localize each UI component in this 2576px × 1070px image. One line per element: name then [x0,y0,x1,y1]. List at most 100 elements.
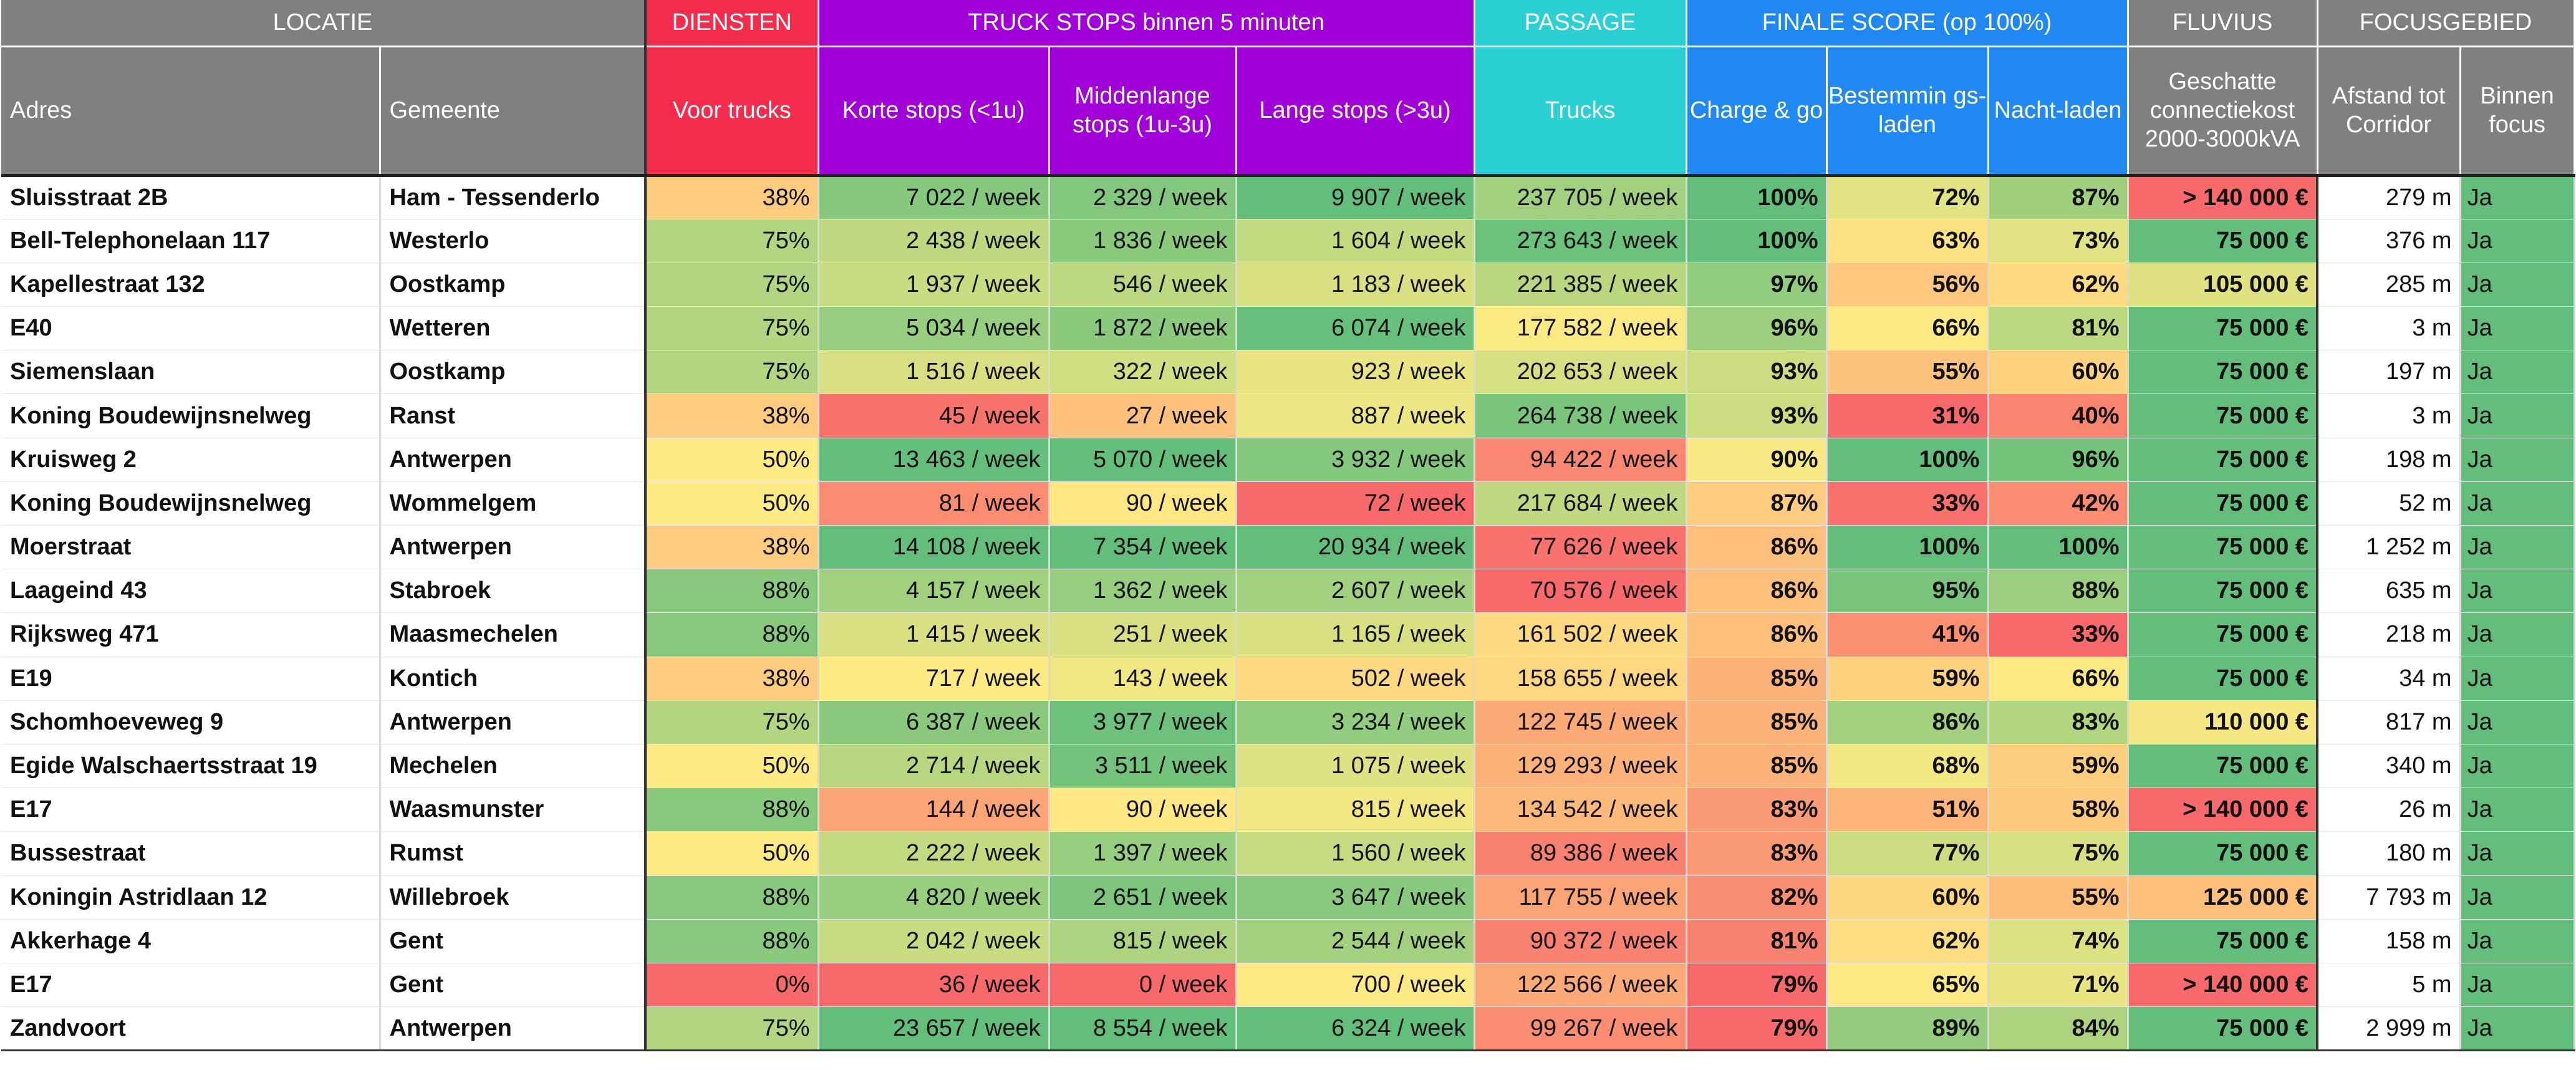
cell-voor-trucks: 38% [645,393,819,438]
cell-voor-trucks: 50% [645,481,819,526]
group-header-diensten: DIENSTEN [645,0,819,47]
cell-bestemmingsladen: 95% [1826,569,1989,614]
cell-gemeente: Maasmechelen [380,612,647,657]
cell-connectiekost: 75 000 € [2128,1006,2319,1052]
cell-nachtladen: 40% [1988,393,2129,438]
cell-connectiekost: 75 000 € [2128,219,2319,263]
cell-bestemmingsladen: 33% [1826,481,1989,526]
cell-trucks: 90 372 / week [1474,919,1687,963]
cell-middenlange-stops: 322 / week [1049,350,1237,395]
column-header-korte-stops: Korte stops (<1u) [818,46,1050,175]
cell-connectiekost: 75 000 € [2128,525,2319,570]
cell-adres: Siemenslaan [1,350,381,395]
cell-afstand: 376 m [2317,219,2461,263]
cell-voor-trucks: 88% [645,612,819,657]
cell-binnen-focus: Ja [2460,612,2575,657]
cell-voor-trucks: 88% [645,919,819,963]
table-row: Bell-Telephonelaan 117 Westerlo 75% 2 438 /… [1,219,2575,263]
cell-trucks: 264 738 / week [1474,393,1687,438]
cell-binnen-focus: Ja [2460,700,2575,745]
cell-middenlange-stops: 251 / week [1049,612,1237,657]
cell-trucks: 273 643 / week [1474,219,1687,263]
cell-lange-stops: 2 607 / week [1236,569,1475,614]
cell-nachtladen: 73% [1988,219,2129,263]
cell-lange-stops: 815 / week [1236,788,1475,832]
cell-gemeente: Wetteren [380,306,647,351]
cell-bestemmingsladen: 31% [1826,393,1989,438]
cell-connectiekost: > 140 000 € [2128,788,2319,832]
cell-korte-stops: 2 222 / week [818,831,1050,876]
cell-voor-trucks: 88% [645,569,819,614]
cell-voor-trucks: 75% [645,219,819,263]
cell-charge-go: 93% [1686,350,1828,395]
cell-korte-stops: 36 / week [818,963,1050,1008]
cell-adres: Schomhoeveweg 9 [1,700,381,745]
column-header-trucks: Trucks [1474,46,1687,175]
table-row: Kapellestraat 132 Oostkamp 75% 1 937 / week… [1,263,2575,307]
cell-voor-trucks: 38% [645,525,819,570]
table-row: Egide Walschaertsstraat 19 Mechelen 50% 2 7… [1,744,2575,789]
cell-afstand: 7 793 m [2317,875,2461,920]
cell-nachtladen: 62% [1988,263,2129,307]
cell-trucks: 77 626 / week [1474,525,1687,570]
cell-korte-stops: 81 / week [818,481,1050,526]
cell-bestemmingsladen: 77% [1826,831,1989,876]
column-header-lange-stops: Lange stops (>3u) [1236,46,1475,175]
cell-connectiekost: > 140 000 € [2128,963,2319,1008]
cell-trucks: 217 684 / week [1474,481,1687,526]
cell-adres: Sluisstraat 2B [1,175,381,219]
column-header-adres: Adres [1,46,381,175]
cell-lange-stops: 3 932 / week [1236,438,1475,482]
cell-middenlange-stops: 143 / week [1049,657,1237,701]
cell-afstand: 158 m [2317,919,2461,963]
cell-charge-go: 81% [1686,919,1828,963]
cell-middenlange-stops: 5 070 / week [1049,438,1237,482]
cell-middenlange-stops: 0 / week [1049,963,1237,1008]
cell-connectiekost: 75 000 € [2128,919,2319,963]
cell-bestemmingsladen: 55% [1826,350,1989,395]
cell-bestemmingsladen: 72% [1826,175,1989,219]
table-row: Zandvoort Antwerpen 75% 23 657 / week 8 554 … [1,1006,2575,1052]
cell-gemeente: Willebroek [380,875,647,920]
table-row: E17 Waasmunster 88% 144 / week 90 / week 815 … [1,788,2575,832]
cell-gemeente: Ranst [380,393,647,438]
cell-bestemmingsladen: 59% [1826,657,1989,701]
cell-trucks: 237 705 / week [1474,175,1687,219]
cell-gemeente: Waasmunster [380,788,647,832]
cell-binnen-focus: Ja [2460,831,2575,876]
cell-connectiekost: 75 000 € [2128,744,2319,789]
cell-lange-stops: 6 324 / week [1236,1006,1475,1052]
cell-voor-trucks: 75% [645,263,819,307]
cell-connectiekost: 75 000 € [2128,612,2319,657]
table-row: Bussestraat Rumst 50% 2 222 / week 1 397 / w… [1,831,2575,876]
table-row: Schomhoeveweg 9 Antwerpen 75% 6 387 / week 3… [1,700,2575,745]
cell-lange-stops: 1 183 / week [1236,263,1475,307]
cell-afstand: 5 m [2317,963,2461,1008]
cell-gemeente: Gent [380,963,647,1008]
cell-nachtladen: 66% [1988,657,2129,701]
cell-nachtladen: 33% [1988,612,2129,657]
cell-binnen-focus: Ja [2460,393,2575,438]
cell-connectiekost: 75 000 € [2128,438,2319,482]
cell-binnen-focus: Ja [2460,263,2575,307]
cell-nachtladen: 42% [1988,481,2129,526]
cell-adres: Koning Boudewijnsnelweg [1,393,381,438]
cell-trucks: 202 653 / week [1474,350,1687,395]
cell-middenlange-stops: 1 872 / week [1049,306,1237,351]
cell-gemeente: Antwerpen [380,1006,647,1052]
cell-nachtladen: 83% [1988,700,2129,745]
cell-charge-go: 85% [1686,700,1828,745]
cell-charge-go: 83% [1686,788,1828,832]
cell-bestemmingsladen: 89% [1826,1006,1989,1052]
cell-afstand: 52 m [2317,481,2461,526]
group-header-focusgebied: FOCUSGEBIED [2317,0,2575,47]
cell-gemeente: Oostkamp [380,350,647,395]
column-header-nachtladen: Nacht-laden [1988,46,2129,175]
cell-korte-stops: 144 / week [818,788,1050,832]
cell-connectiekost: 75 000 € [2128,657,2319,701]
cell-charge-go: 93% [1686,393,1828,438]
cell-charge-go: 87% [1686,481,1828,526]
cell-binnen-focus: Ja [2460,963,2575,1008]
cell-connectiekost: 75 000 € [2128,831,2319,876]
cell-voor-trucks: 0% [645,963,819,1008]
